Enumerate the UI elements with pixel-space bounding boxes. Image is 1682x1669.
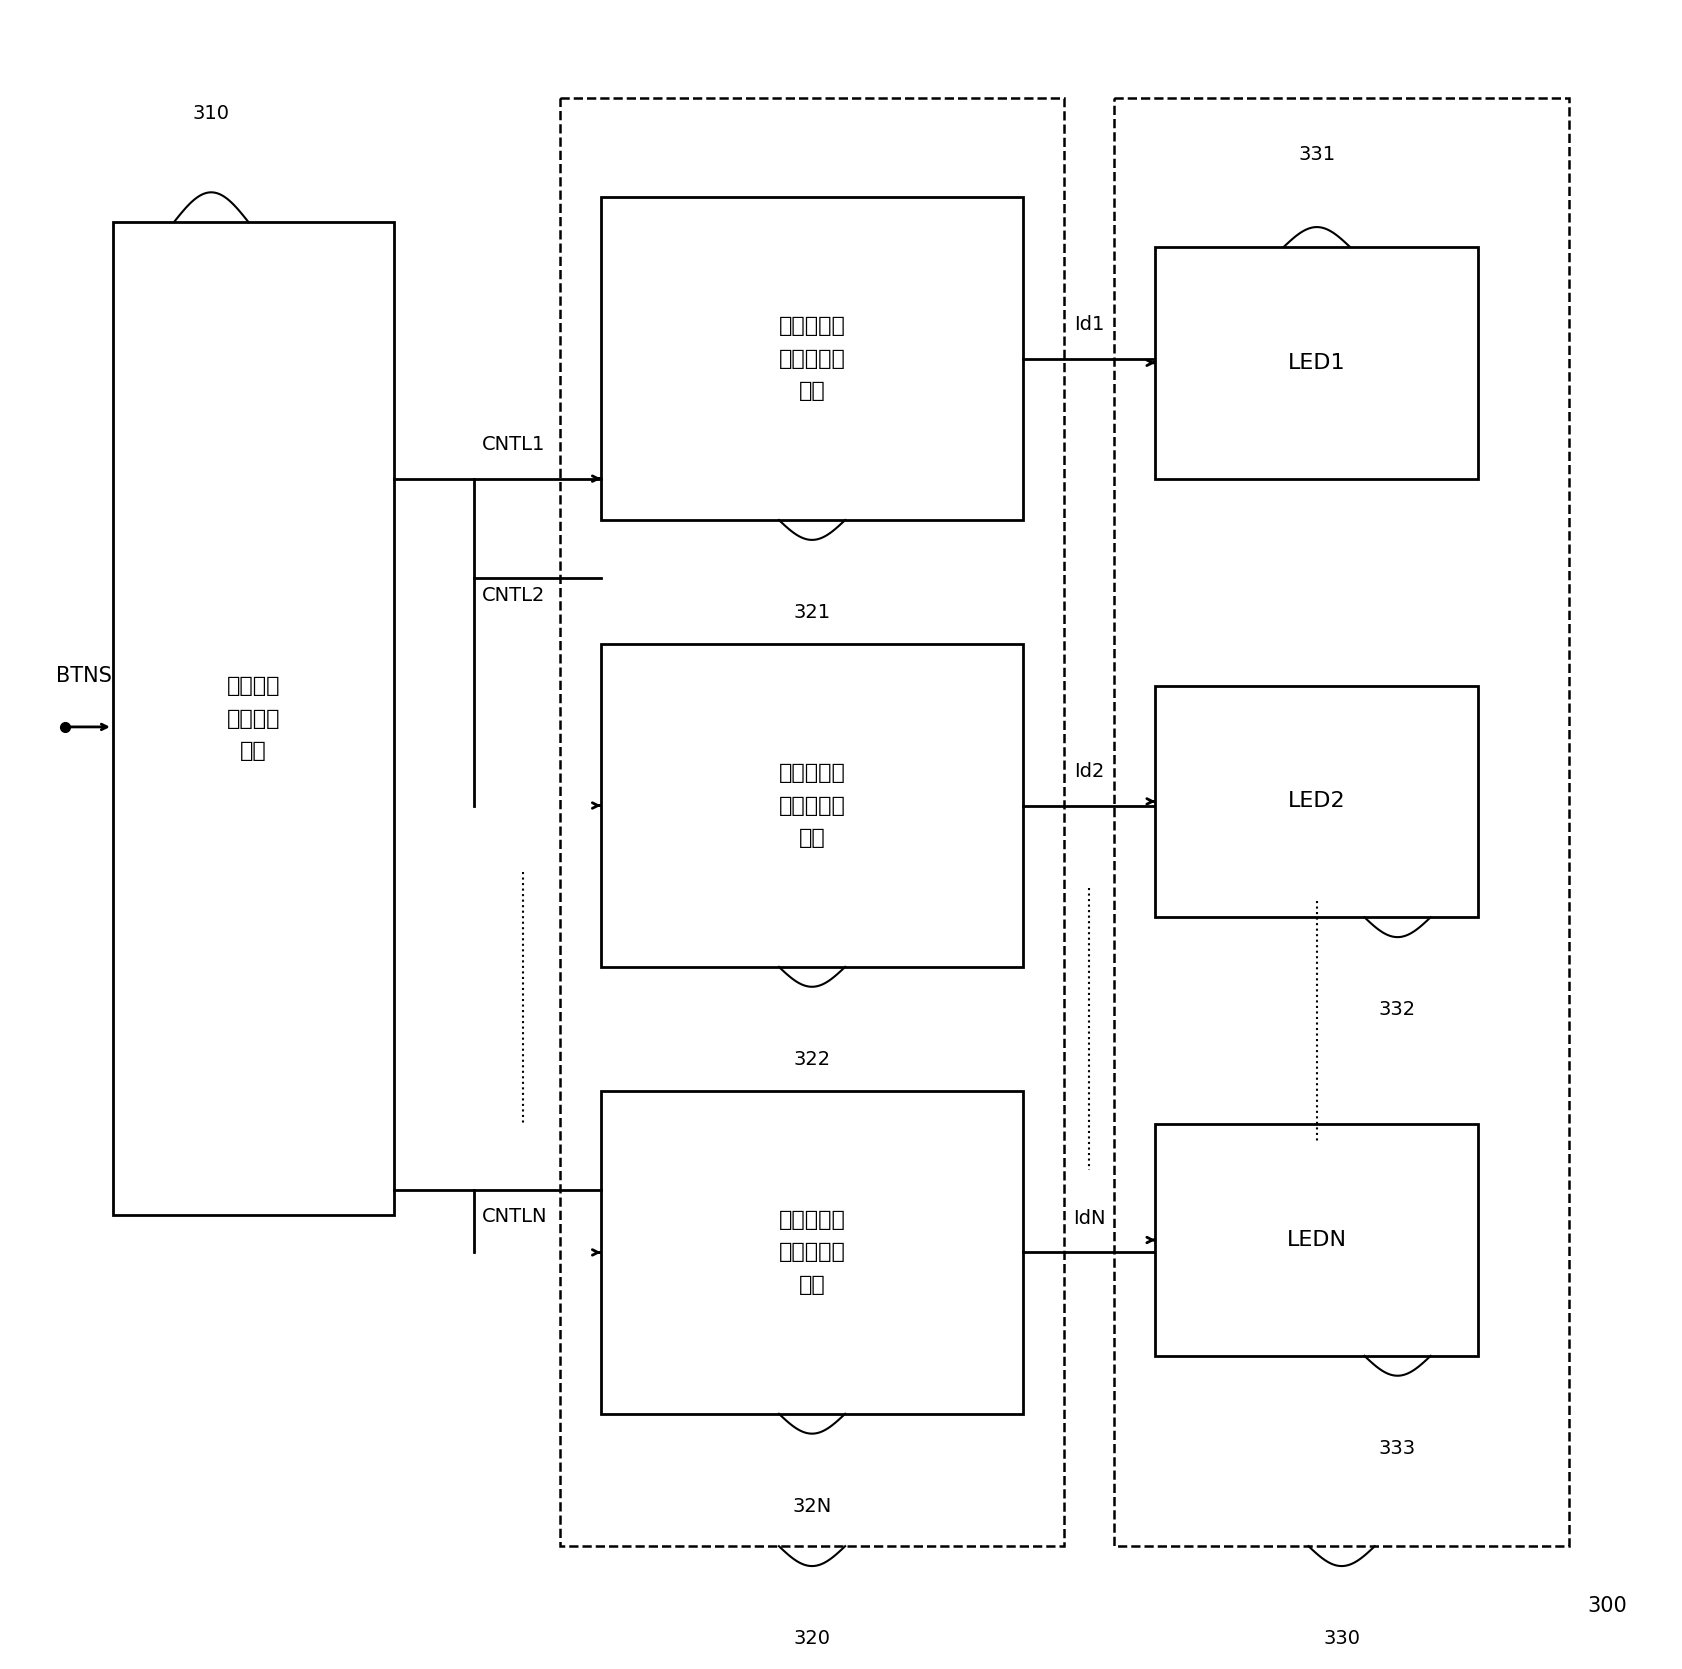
Bar	[600, 1092, 1023, 1414]
Text: 321: 321	[794, 603, 831, 623]
Bar	[1113, 98, 1569, 1545]
Text: 322: 322	[794, 1050, 831, 1068]
Text: LED1: LED1	[1288, 352, 1346, 372]
Text: LED2: LED2	[1288, 791, 1346, 811]
Text: 310: 310	[193, 103, 230, 124]
Bar	[113, 222, 394, 1215]
Text: Id2: Id2	[1075, 761, 1105, 781]
Text: BTNS: BTNS	[57, 666, 113, 686]
Text: 亮度控制
脉波产生
单元: 亮度控制 脉波产生 单元	[227, 676, 281, 761]
Text: IdN: IdN	[1073, 1208, 1105, 1228]
Text: CNTLN: CNTLN	[481, 1207, 547, 1227]
Text: 发光二极管
直流电流供
应器: 发光二极管 直流电流供 应器	[779, 315, 846, 402]
Text: 332: 332	[1379, 1000, 1416, 1020]
Bar	[600, 197, 1023, 521]
Text: LEDN: LEDN	[1287, 1230, 1347, 1250]
Text: CNTL1: CNTL1	[481, 436, 545, 454]
Bar	[1156, 247, 1478, 479]
Text: 发光二极管
直流电流供
应器: 发光二极管 直流电流供 应器	[779, 763, 846, 848]
Text: 32N: 32N	[792, 1497, 831, 1515]
Bar	[1156, 686, 1478, 918]
Text: 300: 300	[1588, 1596, 1626, 1616]
Bar	[600, 644, 1023, 966]
Bar	[560, 98, 1065, 1545]
Text: 320: 320	[794, 1629, 831, 1647]
Text: 331: 331	[1299, 145, 1336, 164]
Text: Id1: Id1	[1075, 315, 1105, 334]
Text: 333: 333	[1379, 1439, 1416, 1457]
Text: 330: 330	[1324, 1629, 1361, 1647]
Text: CNTL2: CNTL2	[481, 586, 545, 606]
Text: 发光二极管
直流电流供
应器: 发光二极管 直流电流供 应器	[779, 1210, 846, 1295]
Bar	[1156, 1125, 1478, 1355]
